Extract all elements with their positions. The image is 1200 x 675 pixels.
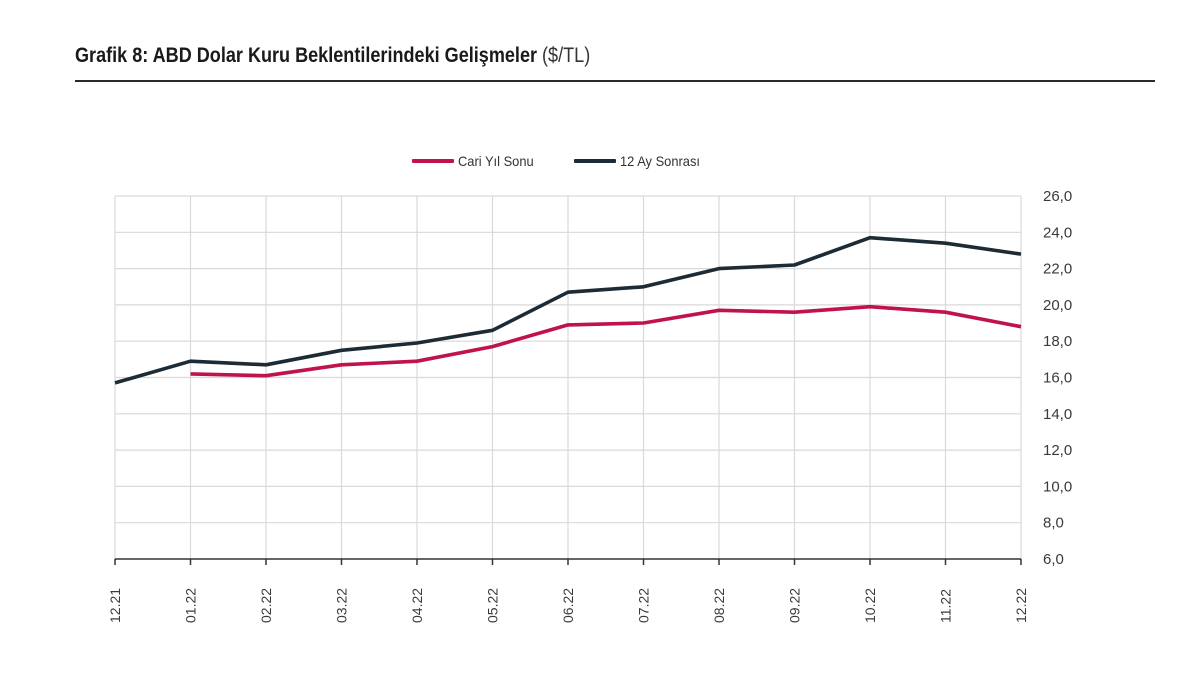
x-tick-label: 05.22 xyxy=(485,588,501,623)
chart-gridlines xyxy=(114,195,1022,559)
legend-item-12-ay-sonrasi: 12 Ay Sonrası xyxy=(574,153,707,169)
legend-swatch-red-line-icon xyxy=(412,159,454,163)
y-tick-label: 6,0 xyxy=(1043,551,1064,568)
chart-title-unit: ($/TL) xyxy=(542,44,591,67)
y-tick-label: 26,0 xyxy=(1043,188,1072,205)
chart-series xyxy=(114,235,1022,385)
x-tick-label: 11.22 xyxy=(938,589,954,623)
x-tick-label: 09.22 xyxy=(787,588,803,623)
y-tick-label: 18,0 xyxy=(1043,333,1072,350)
y-tick-label: 24,0 xyxy=(1043,224,1072,241)
x-tick-label: 04.22 xyxy=(409,588,425,623)
y-tick-label: 20,0 xyxy=(1043,297,1072,314)
x-tick-label: 07.22 xyxy=(636,588,652,623)
x-tick-label: 06.22 xyxy=(560,588,576,623)
series-line-12-ay-sonras- xyxy=(114,235,1022,385)
title-divider xyxy=(75,80,1155,82)
x-tick-label: 10.22 xyxy=(862,588,878,623)
x-tick-label: 12.21 xyxy=(107,588,123,623)
y-tick-label: 16,0 xyxy=(1043,370,1072,387)
chart-title: Grafik 8: ABD Dolar Kuru Beklentilerinde… xyxy=(75,44,1155,68)
x-tick-label: 08.22 xyxy=(711,588,727,623)
chart-title-main: Grafik 8: ABD Dolar Kuru Beklentilerinde… xyxy=(75,44,538,67)
chart-axes xyxy=(114,558,1022,565)
x-axis-tick-labels: 12.21 01.22 02.22 03.22 04.22 05.22 06.22 07.22… xyxy=(107,588,1029,623)
x-tick-label: 12.22 xyxy=(1013,588,1029,623)
legend-item-cari-yil-sonu: Cari Yıl Sonu xyxy=(412,153,540,169)
y-tick-label: 10,0 xyxy=(1043,478,1072,495)
x-tick-label: 02.22 xyxy=(258,588,274,623)
series-line-cari-y-l-sonu xyxy=(190,304,1022,378)
y-tick-label: 8,0 xyxy=(1043,515,1064,532)
y-axis-tick-labels: 6,0 8,0 10,0 12,0 14,0 16,0 18,0 20,0 22,0 24,0 26… xyxy=(1043,188,1072,568)
y-tick-label: 14,0 xyxy=(1043,406,1072,423)
y-tick-label: 22,0 xyxy=(1043,261,1072,278)
legend-swatch-dark-line-icon xyxy=(574,159,617,163)
legend-label: 12 Ay Sonrası xyxy=(620,153,701,169)
x-tick-label: 03.22 xyxy=(334,588,350,623)
chart-legend: Cari Yıl Sonu 12 Ay Sonrası xyxy=(412,153,707,169)
legend-label: Cari Yıl Sonu xyxy=(458,153,534,169)
x-tick-label: 01.22 xyxy=(183,588,199,623)
y-tick-label: 12,0 xyxy=(1043,442,1072,459)
